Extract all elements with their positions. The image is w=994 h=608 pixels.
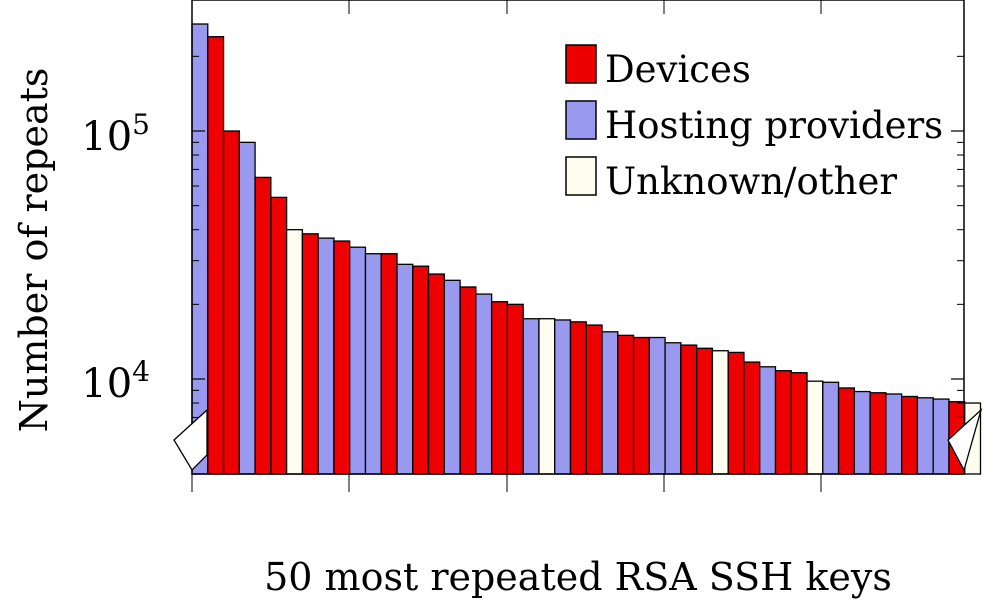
- legend-swatch-devices: [565, 44, 597, 84]
- bar-31: [664, 342, 682, 475]
- legend-label-devices: Devices: [605, 48, 751, 91]
- bar-13: [380, 253, 398, 475]
- bar-19: [475, 293, 493, 475]
- y-tick-label-1e4-exp: 4: [132, 355, 150, 388]
- bar-21: [506, 303, 524, 475]
- legend: Devices Hosting providers Unknown/other: [565, 44, 943, 203]
- plot-frame: [191, 0, 965, 475]
- bar-30: [648, 336, 666, 475]
- axis-break-right: [947, 407, 983, 472]
- bar-5: [254, 176, 272, 475]
- legend-swatch-unknown: [565, 156, 597, 196]
- x-axis-title: 50 most repeated RSA SSH keys: [264, 555, 892, 599]
- bar-37: [759, 366, 777, 475]
- bar-24: [554, 319, 572, 475]
- bar-47: [916, 397, 934, 475]
- legend-swatch-hosting: [565, 100, 597, 140]
- bar-2: [207, 36, 225, 475]
- bar-12: [364, 253, 382, 475]
- legend-label-unknown: Unknown/other: [605, 160, 897, 203]
- bars-group: [191, 23, 982, 475]
- bar-45: [885, 393, 903, 475]
- bar-18: [459, 286, 477, 475]
- legend-label-hosting: Hosting providers: [605, 104, 943, 147]
- bar-15: [412, 265, 430, 475]
- bar-17: [443, 279, 461, 475]
- axis-break-left: [173, 408, 208, 472]
- bar-28: [617, 334, 635, 475]
- bar-36: [743, 361, 761, 475]
- bar-3: [222, 130, 240, 475]
- y-tick-label-1e5-exp: 5: [132, 108, 150, 141]
- y-tick-label-1e4: 104: [81, 355, 150, 407]
- bar-43: [853, 390, 871, 475]
- bar-35: [727, 351, 745, 475]
- bar-39: [790, 372, 808, 475]
- bar-42: [837, 387, 855, 475]
- bar-14: [396, 263, 414, 475]
- bar-20: [490, 301, 509, 475]
- bar-7: [285, 229, 304, 475]
- bar-33: [695, 347, 714, 475]
- y-tick-label-1e5: 105: [81, 108, 150, 160]
- bar-32: [680, 344, 698, 475]
- bar-29: [632, 336, 650, 475]
- bar-6: [270, 196, 288, 475]
- bar-23: [538, 318, 556, 475]
- y-tick-label-1e4-base: 10: [81, 361, 132, 407]
- y-tick-label-1e5-base: 10: [81, 114, 132, 160]
- bar-11: [349, 246, 367, 475]
- bar-34: [711, 350, 729, 475]
- bar-40: [806, 380, 824, 475]
- bar-38: [774, 370, 792, 475]
- bar-27: [601, 331, 619, 475]
- bar-48: [932, 398, 950, 475]
- bar-22: [522, 318, 540, 475]
- y-axis-title: Number of repeats: [12, 68, 56, 433]
- bar-4: [238, 141, 256, 475]
- bar-46: [901, 395, 919, 475]
- bar-44: [869, 392, 887, 475]
- bar-1: [191, 23, 209, 475]
- bar-25: [569, 321, 587, 475]
- bar-8: [301, 233, 319, 475]
- bar-26: [585, 324, 603, 475]
- axis-ticks: [191, 0, 964, 492]
- bar-41: [822, 381, 840, 475]
- bar-16: [427, 273, 445, 475]
- bar-10: [333, 240, 351, 475]
- bar-9: [317, 237, 335, 475]
- axis-break-marks: [173, 407, 983, 472]
